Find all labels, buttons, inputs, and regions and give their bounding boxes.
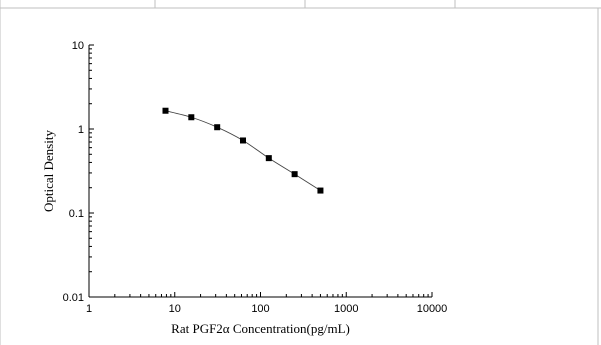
data-point [239,137,246,144]
y-tick-label: 0.1 [69,208,84,220]
data-point [265,155,272,162]
data-point [214,124,221,131]
x-axis-title: Rat PGF2α Concentration(pg/mL) [171,321,350,336]
y-tick-label: 0.01 [63,292,84,304]
data-point [188,114,195,121]
x-tick-label: 1000 [334,303,358,315]
axes [88,45,432,298]
y-tick-label: 10 [72,40,84,52]
x-tick-label: 10000 [417,303,448,315]
data-point [291,171,298,178]
x-tick-label: 10 [169,303,181,315]
y-tick-label: 1 [78,124,84,136]
fitted-curve-line [165,110,321,191]
x-tick-label: 100 [251,303,269,315]
x-tick-label: 1 [86,303,92,315]
fitted-curve [165,110,321,191]
data-markers [162,107,324,194]
data-point [317,187,324,194]
data-point [162,107,169,114]
ticks: 1 10 100 1000 10000 0.01 0.1 1 10 [63,40,448,315]
y-axis-title: Optical Density [41,130,56,212]
